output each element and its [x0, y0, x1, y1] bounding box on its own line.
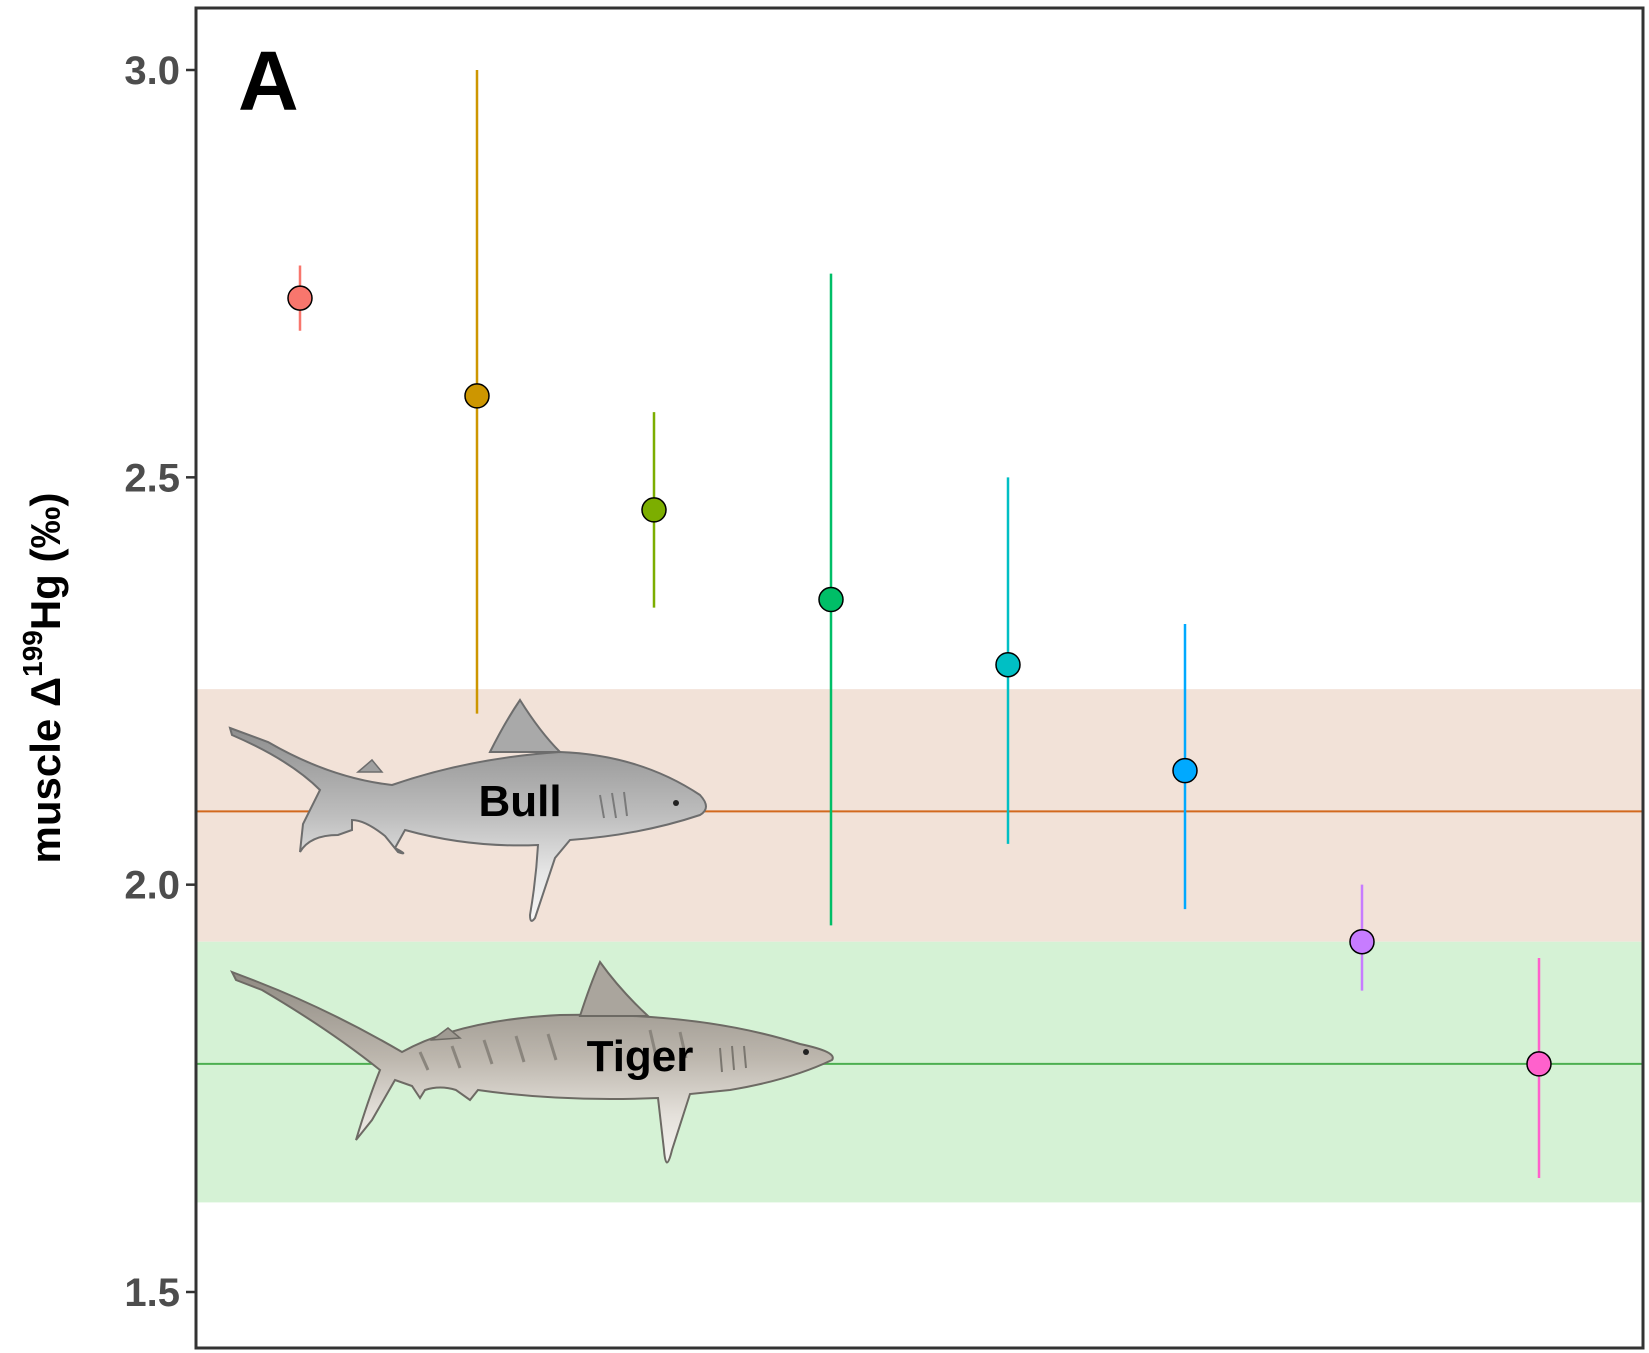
y-axis-ticks: 1.5 2.0 2.5 3.0: [124, 49, 196, 1315]
y-tick-label: 2.0: [124, 864, 180, 908]
data-point: [1172, 757, 1198, 784]
y-tick-label: 2.5: [124, 456, 180, 500]
tiger-shark-illustration: Tiger: [229, 959, 834, 1164]
y-axis-title-prefix: muscle Δ: [22, 677, 69, 864]
bull-shark-illustration: Bull: [228, 698, 707, 922]
data-point: [995, 651, 1021, 678]
y-axis-title-superscript: 199: [17, 630, 48, 677]
data-point: [1526, 1051, 1552, 1077]
data-points: [287, 285, 1552, 1077]
panel-border: [194, 6, 1645, 1350]
reference-bands: [197, 689, 1642, 1203]
data-point: [818, 586, 844, 613]
data-point: [287, 285, 313, 311]
panel-label: A: [238, 34, 299, 128]
data-point: [1349, 928, 1375, 955]
y-axis-title: muscle Δ199Hg (‰): [17, 493, 69, 864]
y-tick-label: 1.5: [124, 1271, 180, 1315]
tiger-shark-label: Tiger: [587, 1032, 694, 1081]
y-tick-label: 3.0: [124, 49, 180, 93]
data-point: [464, 383, 490, 409]
bull-shark-label: Bull: [478, 777, 561, 826]
y-axis-title-suffix: Hg (‰): [22, 493, 69, 631]
data-point: [641, 497, 667, 523]
